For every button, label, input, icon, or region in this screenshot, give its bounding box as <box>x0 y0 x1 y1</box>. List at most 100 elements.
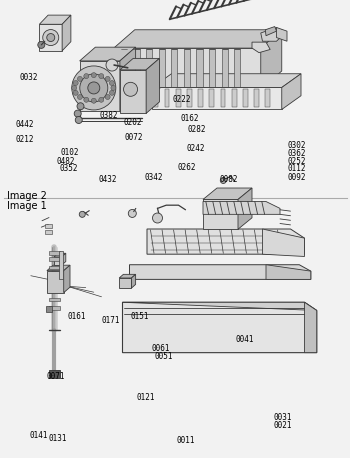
Polygon shape <box>47 271 64 293</box>
Text: 0212: 0212 <box>16 135 34 144</box>
Circle shape <box>43 30 59 45</box>
Text: 0121: 0121 <box>137 393 155 402</box>
Polygon shape <box>39 15 71 24</box>
Polygon shape <box>45 230 52 234</box>
Circle shape <box>74 110 81 117</box>
Polygon shape <box>220 89 225 107</box>
Circle shape <box>99 74 104 79</box>
Polygon shape <box>276 27 287 41</box>
Polygon shape <box>130 265 311 279</box>
Text: 0342: 0342 <box>144 173 162 182</box>
Text: 0141: 0141 <box>30 431 48 440</box>
Text: 0162: 0162 <box>181 114 199 123</box>
Polygon shape <box>187 89 192 107</box>
Polygon shape <box>153 89 158 107</box>
Circle shape <box>128 209 136 218</box>
Polygon shape <box>119 274 136 278</box>
Polygon shape <box>234 49 240 87</box>
Circle shape <box>84 74 89 79</box>
Text: 0021: 0021 <box>274 421 292 431</box>
Polygon shape <box>184 49 190 87</box>
Polygon shape <box>49 257 60 261</box>
Text: 0072: 0072 <box>125 133 143 142</box>
Circle shape <box>220 177 226 184</box>
Polygon shape <box>238 188 252 229</box>
Polygon shape <box>49 298 60 301</box>
Polygon shape <box>198 89 203 107</box>
Polygon shape <box>119 278 132 288</box>
Circle shape <box>72 66 116 110</box>
Text: 0432: 0432 <box>99 175 117 184</box>
Circle shape <box>38 41 45 49</box>
Text: 0382: 0382 <box>100 111 118 120</box>
Polygon shape <box>146 49 152 87</box>
Text: 0242: 0242 <box>187 144 205 153</box>
Circle shape <box>77 103 84 110</box>
Text: 0131: 0131 <box>49 434 67 443</box>
Text: 0092: 0092 <box>288 173 306 182</box>
Text: 0362: 0362 <box>288 149 306 158</box>
Text: 0011: 0011 <box>177 436 195 445</box>
Polygon shape <box>146 59 159 114</box>
Text: 0282: 0282 <box>188 125 206 134</box>
Polygon shape <box>209 49 215 87</box>
Text: 0051: 0051 <box>155 352 173 361</box>
Circle shape <box>77 76 83 82</box>
Circle shape <box>88 82 100 94</box>
Polygon shape <box>62 253 66 265</box>
Text: 0112: 0112 <box>288 164 306 173</box>
Circle shape <box>73 81 78 86</box>
Circle shape <box>105 94 110 99</box>
Circle shape <box>99 97 104 102</box>
Polygon shape <box>49 266 60 269</box>
Text: 0302: 0302 <box>288 141 306 150</box>
Text: 0352: 0352 <box>59 164 77 173</box>
Polygon shape <box>159 49 165 87</box>
Circle shape <box>47 33 55 42</box>
Text: 0161: 0161 <box>67 312 85 322</box>
Circle shape <box>110 90 114 95</box>
Circle shape <box>124 82 138 96</box>
Polygon shape <box>196 49 203 87</box>
Polygon shape <box>209 89 214 107</box>
Text: 0082: 0082 <box>220 175 238 184</box>
Text: Image 2: Image 2 <box>7 191 47 202</box>
Circle shape <box>110 81 114 86</box>
Polygon shape <box>282 74 301 109</box>
Circle shape <box>106 59 118 71</box>
Polygon shape <box>152 87 282 109</box>
Text: 0482: 0482 <box>57 157 75 166</box>
Polygon shape <box>120 59 159 70</box>
Polygon shape <box>132 274 136 288</box>
Polygon shape <box>122 302 317 311</box>
Polygon shape <box>49 370 60 378</box>
Polygon shape <box>120 70 146 114</box>
Polygon shape <box>46 306 52 312</box>
Circle shape <box>72 86 77 90</box>
Polygon shape <box>232 89 237 107</box>
Text: 0041: 0041 <box>236 335 254 344</box>
Polygon shape <box>164 89 169 107</box>
Text: 0031: 0031 <box>274 413 292 422</box>
Polygon shape <box>80 61 120 111</box>
Polygon shape <box>304 302 317 353</box>
Polygon shape <box>54 253 66 257</box>
Polygon shape <box>59 251 63 279</box>
Circle shape <box>153 213 162 223</box>
Text: 0151: 0151 <box>130 312 148 322</box>
Polygon shape <box>265 89 270 107</box>
Polygon shape <box>265 27 276 36</box>
Polygon shape <box>114 48 261 89</box>
Polygon shape <box>254 89 259 107</box>
Text: 0222: 0222 <box>173 95 191 104</box>
Text: 0202: 0202 <box>123 118 141 127</box>
Circle shape <box>91 73 96 77</box>
Circle shape <box>79 211 85 218</box>
Polygon shape <box>176 89 181 107</box>
Polygon shape <box>45 224 52 228</box>
Polygon shape <box>120 47 135 111</box>
Circle shape <box>73 90 78 95</box>
Polygon shape <box>64 265 70 293</box>
Polygon shape <box>203 188 252 200</box>
Polygon shape <box>47 265 70 271</box>
